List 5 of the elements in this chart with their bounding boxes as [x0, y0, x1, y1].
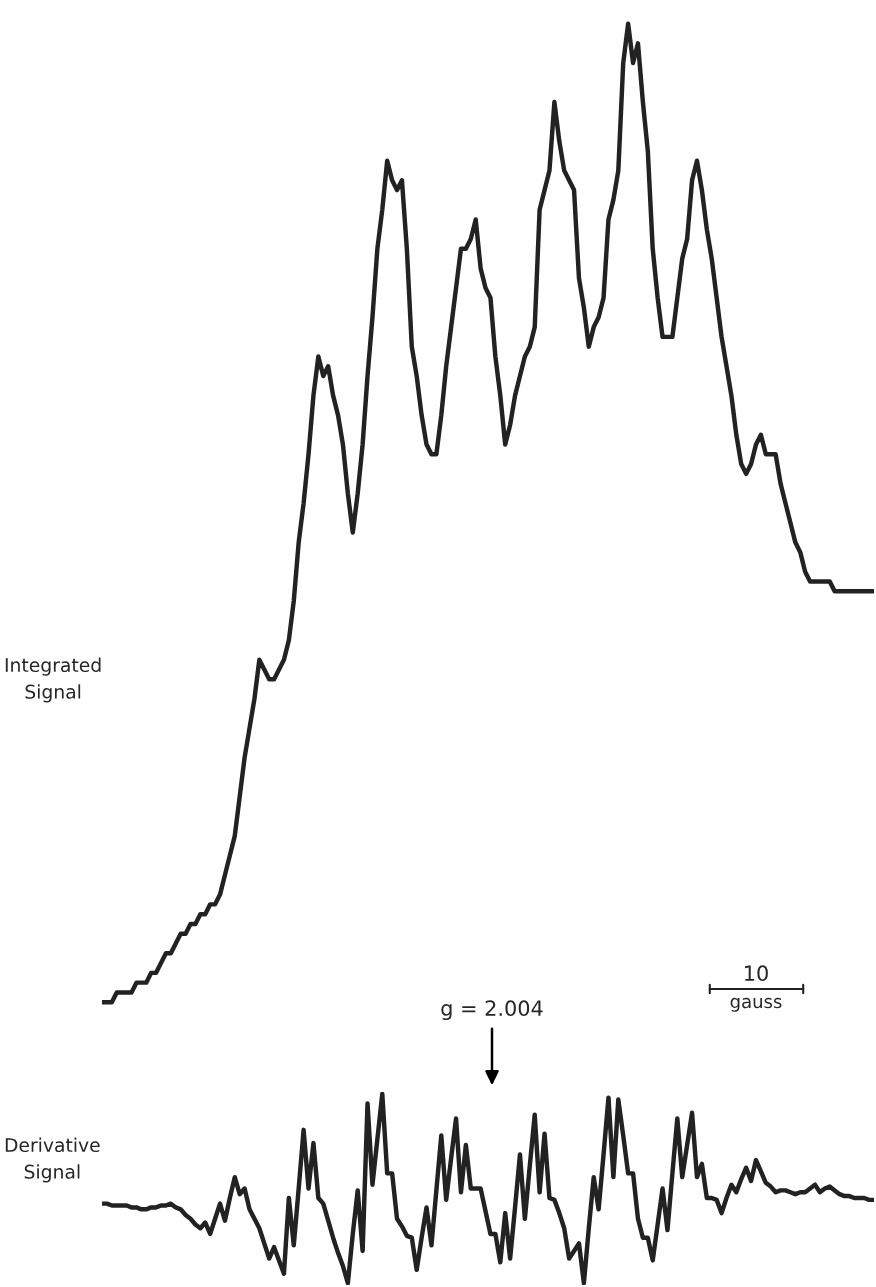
y-axis-title: Derivative Signal: [5, 1137, 100, 1183]
y-axis-title: Integrated Signal: [5, 657, 101, 703]
annotation: gauss: [730, 997, 782, 1012]
annotation: g = 2.004: [441, 1000, 543, 1021]
annotation: 10: [745, 965, 768, 982]
